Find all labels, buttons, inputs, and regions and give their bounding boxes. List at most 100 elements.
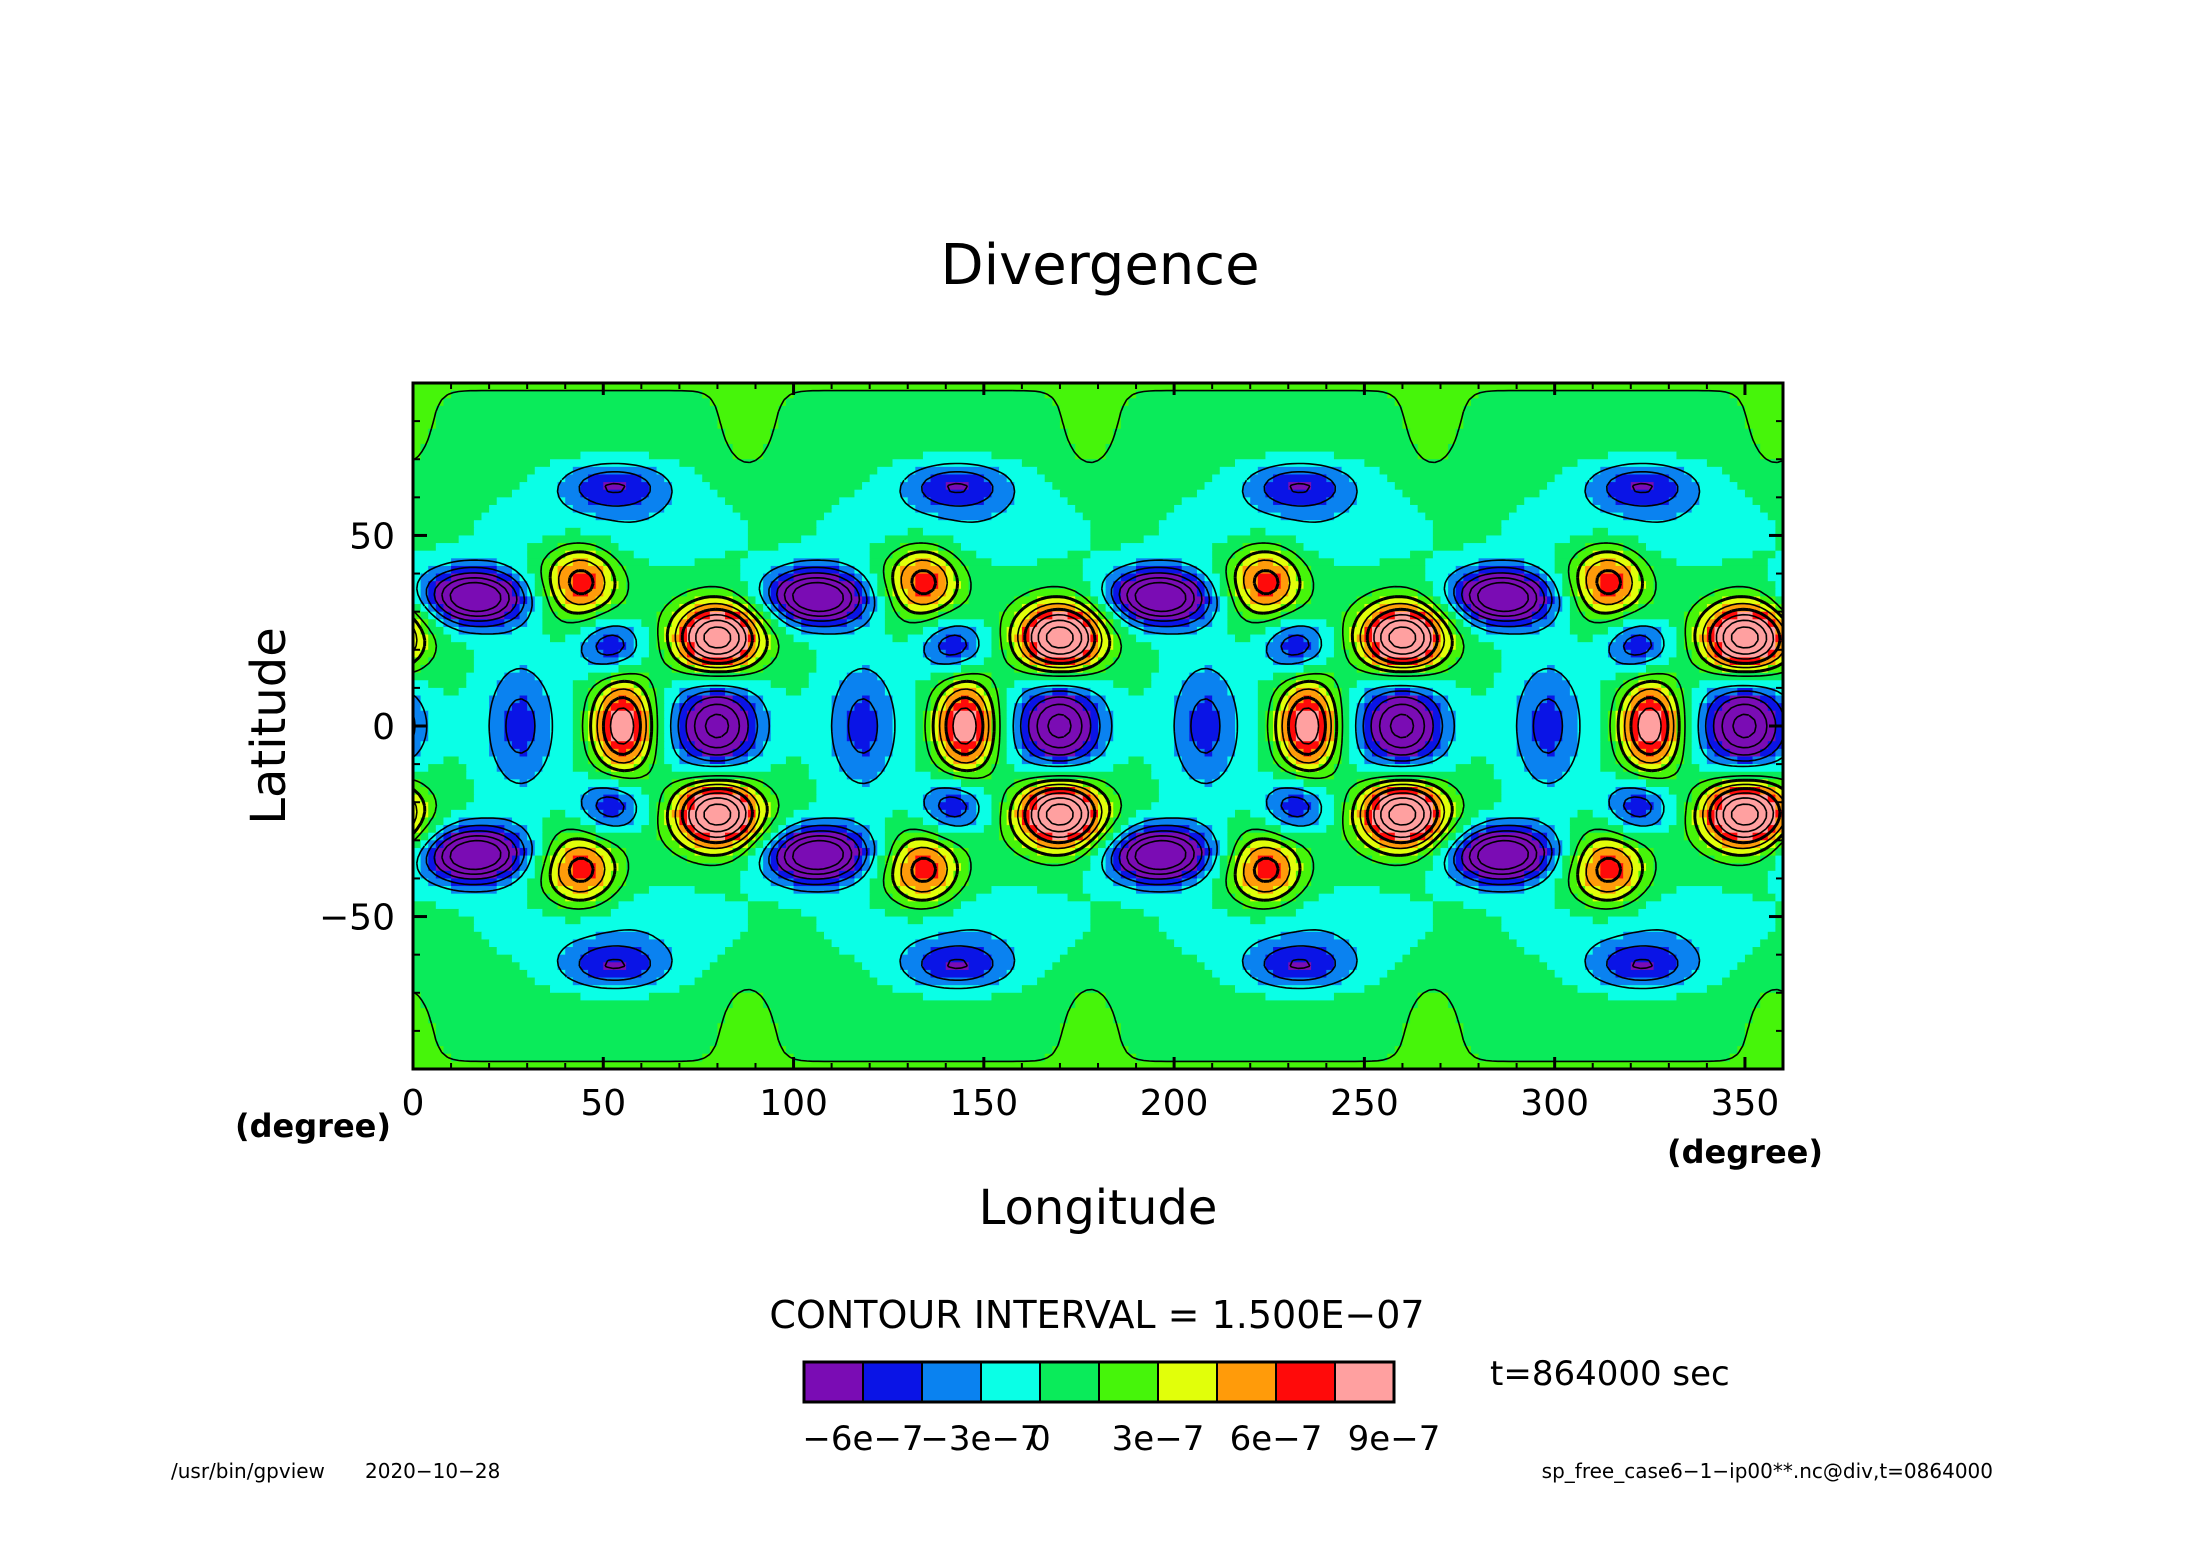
- field-cell: [839, 878, 856, 887]
- field-cell: [1440, 604, 1449, 613]
- field-cell: [1440, 794, 1449, 803]
- field-cell: [1760, 847, 1776, 857]
- field-cell: [542, 886, 559, 895]
- field-cell: [1676, 642, 1685, 651]
- field-cell: [1105, 992, 1267, 1001]
- field-cell: [785, 1046, 1053, 1055]
- field-cell: [1379, 642, 1434, 651]
- field-cell: [572, 886, 589, 895]
- field-cell: [565, 809, 589, 819]
- field-cell: [1470, 626, 1487, 636]
- field-cell: [747, 588, 764, 598]
- field-cell: [671, 619, 680, 628]
- field-cell: [1075, 443, 1107, 453]
- field-cell: [1661, 550, 1754, 559]
- field-cell: [610, 855, 627, 864]
- field-cell: [458, 908, 543, 918]
- field-cell: [1417, 786, 1434, 796]
- field-cell: [1372, 726, 1434, 735]
- field-cell: [413, 443, 422, 453]
- field-cell: [1341, 733, 1350, 742]
- field-cell: [732, 588, 749, 598]
- field-cell: [1455, 657, 1502, 666]
- field-cell: [1113, 588, 1122, 598]
- field-cell: [1432, 535, 1487, 544]
- field-cell: [1181, 680, 1228, 689]
- field-cell: [740, 741, 757, 750]
- field-cell: [588, 695, 597, 704]
- field-cell: [1600, 764, 1624, 773]
- x-tick-label: 250: [1330, 1083, 1399, 1124]
- colorbar-tick-label: 9e−7: [1348, 1419, 1441, 1459]
- field-cell: [1204, 870, 1221, 880]
- field-cell: [732, 695, 749, 704]
- field-cell: [496, 878, 513, 887]
- field-cell: [1752, 611, 1769, 620]
- field-cell: [435, 1030, 719, 1040]
- field-cell: [648, 695, 658, 704]
- field-cell: [1212, 703, 1236, 712]
- field-cell: [413, 794, 422, 803]
- field-cell: [1364, 726, 1373, 735]
- field-cell: [907, 588, 916, 598]
- field-cell: [428, 817, 445, 826]
- field-cell: [1098, 809, 1114, 819]
- field-cell: [413, 550, 528, 559]
- field-cell: [557, 901, 597, 910]
- field-cell: [1775, 695, 1783, 704]
- field-cell: [1684, 626, 1693, 636]
- field-cell: [1585, 901, 1624, 910]
- field-cell: [991, 482, 1015, 491]
- field-cell: [1311, 565, 1426, 575]
- field-cell: [1196, 954, 1244, 963]
- field-cell: [816, 527, 909, 537]
- field-cell: [953, 565, 970, 575]
- field-cell: [1432, 901, 1464, 910]
- field-cell: [1364, 710, 1373, 719]
- field-cell: [1326, 695, 1335, 704]
- field-cell: [626, 565, 741, 575]
- field-cell: [1470, 817, 1487, 826]
- field-cell: [945, 870, 954, 880]
- field-cell: [527, 611, 543, 620]
- field-cell: [1364, 649, 1373, 658]
- field-cell: [550, 710, 574, 719]
- field-cell: [1760, 504, 1783, 514]
- field-cell: [1021, 604, 1038, 613]
- field-cell: [1448, 1000, 1761, 1009]
- field-cell: [671, 954, 719, 963]
- field-cell: [1699, 596, 1723, 605]
- field-cell: [1037, 665, 1084, 674]
- field-cell: [740, 558, 795, 567]
- field-cell: [1638, 710, 1662, 719]
- field-cell: [1630, 878, 1639, 887]
- field-cell: [610, 718, 635, 727]
- field-cell: [1120, 642, 1152, 651]
- field-cell: [945, 710, 954, 719]
- field-cell: [443, 817, 460, 826]
- field-cell: [1021, 459, 1236, 468]
- field-cell: [900, 489, 924, 498]
- field-cell: [1158, 520, 1434, 529]
- field-cell: [862, 832, 871, 841]
- field-cell: [1242, 573, 1259, 582]
- field-cell: [1090, 794, 1099, 803]
- field-cell: [1037, 847, 1076, 857]
- field-cell: [938, 611, 1000, 620]
- field-cell: [922, 710, 932, 719]
- field-cell: [694, 596, 734, 605]
- field-cell: [1356, 764, 1457, 773]
- field-cell: [1204, 840, 1221, 849]
- field-cell: [755, 802, 772, 811]
- field-cell: [953, 718, 977, 727]
- field-cell: [1760, 604, 1776, 613]
- field-cell: [588, 809, 604, 819]
- field-cell: [1744, 489, 1783, 498]
- field-cell: [999, 756, 1008, 765]
- field-cell: [747, 726, 757, 735]
- field-cell: [915, 756, 932, 765]
- field-cell: [1105, 626, 1114, 636]
- field-cell: [1098, 817, 1107, 826]
- field-cell: [884, 604, 894, 613]
- field-cell: [1105, 779, 1160, 788]
